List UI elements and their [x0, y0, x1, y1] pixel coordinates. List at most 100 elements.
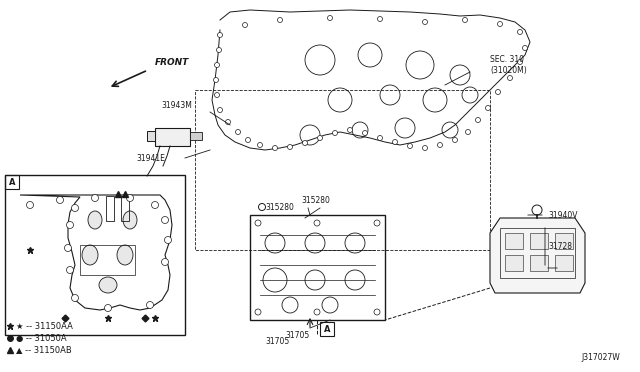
Circle shape	[65, 244, 72, 251]
Circle shape	[67, 266, 74, 273]
Text: 31705: 31705	[285, 330, 309, 340]
Circle shape	[508, 76, 513, 80]
Text: 31943M: 31943M	[161, 100, 192, 109]
Circle shape	[255, 220, 261, 226]
Circle shape	[255, 309, 261, 315]
Bar	[5, 175, 185, 335]
Circle shape	[392, 140, 397, 144]
Circle shape	[476, 118, 481, 122]
Circle shape	[72, 205, 79, 212]
Circle shape	[214, 93, 220, 97]
Bar	[147, 131, 155, 141]
Text: 31705: 31705	[266, 337, 290, 346]
Circle shape	[236, 129, 241, 135]
Circle shape	[438, 142, 442, 148]
Circle shape	[378, 135, 383, 141]
Circle shape	[452, 138, 458, 142]
Circle shape	[422, 19, 428, 25]
Circle shape	[259, 203, 266, 211]
Circle shape	[218, 32, 223, 38]
Circle shape	[486, 106, 490, 110]
Circle shape	[257, 142, 262, 148]
Text: 31728: 31728	[548, 241, 572, 250]
Circle shape	[463, 17, 467, 22]
Circle shape	[314, 309, 320, 315]
Circle shape	[532, 205, 542, 215]
Circle shape	[26, 202, 33, 208]
Text: SEC. 310
(31020M): SEC. 310 (31020M)	[490, 55, 527, 75]
Circle shape	[408, 144, 413, 148]
Circle shape	[127, 195, 134, 202]
Bar	[106, 196, 114, 221]
Text: ★ -- 31150AA: ★ -- 31150AA	[16, 321, 73, 330]
Bar	[195, 90, 490, 250]
Circle shape	[378, 16, 383, 22]
Circle shape	[225, 119, 230, 125]
Circle shape	[374, 220, 380, 226]
Circle shape	[273, 145, 278, 151]
Circle shape	[67, 221, 74, 228]
Circle shape	[374, 309, 380, 315]
Bar	[555, 255, 573, 271]
Circle shape	[522, 45, 527, 51]
PathPatch shape	[20, 195, 172, 310]
Bar	[190, 132, 202, 140]
Circle shape	[218, 108, 223, 112]
Bar	[555, 233, 573, 249]
Text: A: A	[324, 324, 330, 334]
Bar	[320, 322, 334, 336]
Ellipse shape	[82, 245, 98, 265]
Text: FRONT: FRONT	[155, 58, 189, 67]
Circle shape	[303, 141, 307, 145]
Bar	[80, 245, 135, 275]
Circle shape	[152, 202, 159, 208]
Circle shape	[147, 301, 154, 308]
Circle shape	[278, 17, 282, 22]
Circle shape	[495, 90, 500, 94]
Circle shape	[214, 77, 218, 83]
Circle shape	[216, 48, 221, 52]
Circle shape	[161, 217, 168, 224]
Circle shape	[348, 128, 353, 132]
Circle shape	[328, 16, 333, 20]
Circle shape	[465, 129, 470, 135]
Bar	[121, 196, 129, 221]
Circle shape	[518, 60, 522, 64]
Bar	[530, 255, 548, 271]
Circle shape	[333, 131, 337, 135]
Circle shape	[214, 62, 220, 67]
Circle shape	[362, 131, 367, 135]
Circle shape	[72, 295, 79, 301]
Bar	[505, 255, 523, 271]
Ellipse shape	[99, 277, 117, 293]
Circle shape	[497, 22, 502, 26]
Bar	[5, 175, 19, 189]
Text: ▲ -- 31150AB: ▲ -- 31150AB	[16, 346, 72, 355]
Text: 31940V: 31940V	[548, 211, 577, 219]
Bar	[505, 233, 523, 249]
Ellipse shape	[88, 211, 102, 229]
Circle shape	[422, 145, 428, 151]
Bar	[500, 228, 575, 278]
Circle shape	[518, 29, 522, 35]
Text: 315280: 315280	[265, 202, 294, 212]
Bar	[530, 233, 548, 249]
Circle shape	[287, 144, 292, 150]
Text: 31941E: 31941E	[136, 154, 165, 163]
Circle shape	[317, 135, 323, 141]
Polygon shape	[490, 218, 585, 293]
Bar	[250, 215, 385, 320]
Text: A: A	[9, 177, 15, 186]
Text: J317027W: J317027W	[581, 353, 620, 362]
Circle shape	[104, 305, 111, 311]
Circle shape	[161, 259, 168, 266]
Text: ● -- 31050A: ● -- 31050A	[16, 334, 67, 343]
Ellipse shape	[123, 211, 137, 229]
Ellipse shape	[117, 245, 133, 265]
Circle shape	[92, 195, 99, 202]
Circle shape	[314, 220, 320, 226]
Circle shape	[243, 22, 248, 28]
Bar	[155, 128, 190, 146]
Circle shape	[246, 138, 250, 142]
Text: 315280: 315280	[301, 196, 330, 205]
